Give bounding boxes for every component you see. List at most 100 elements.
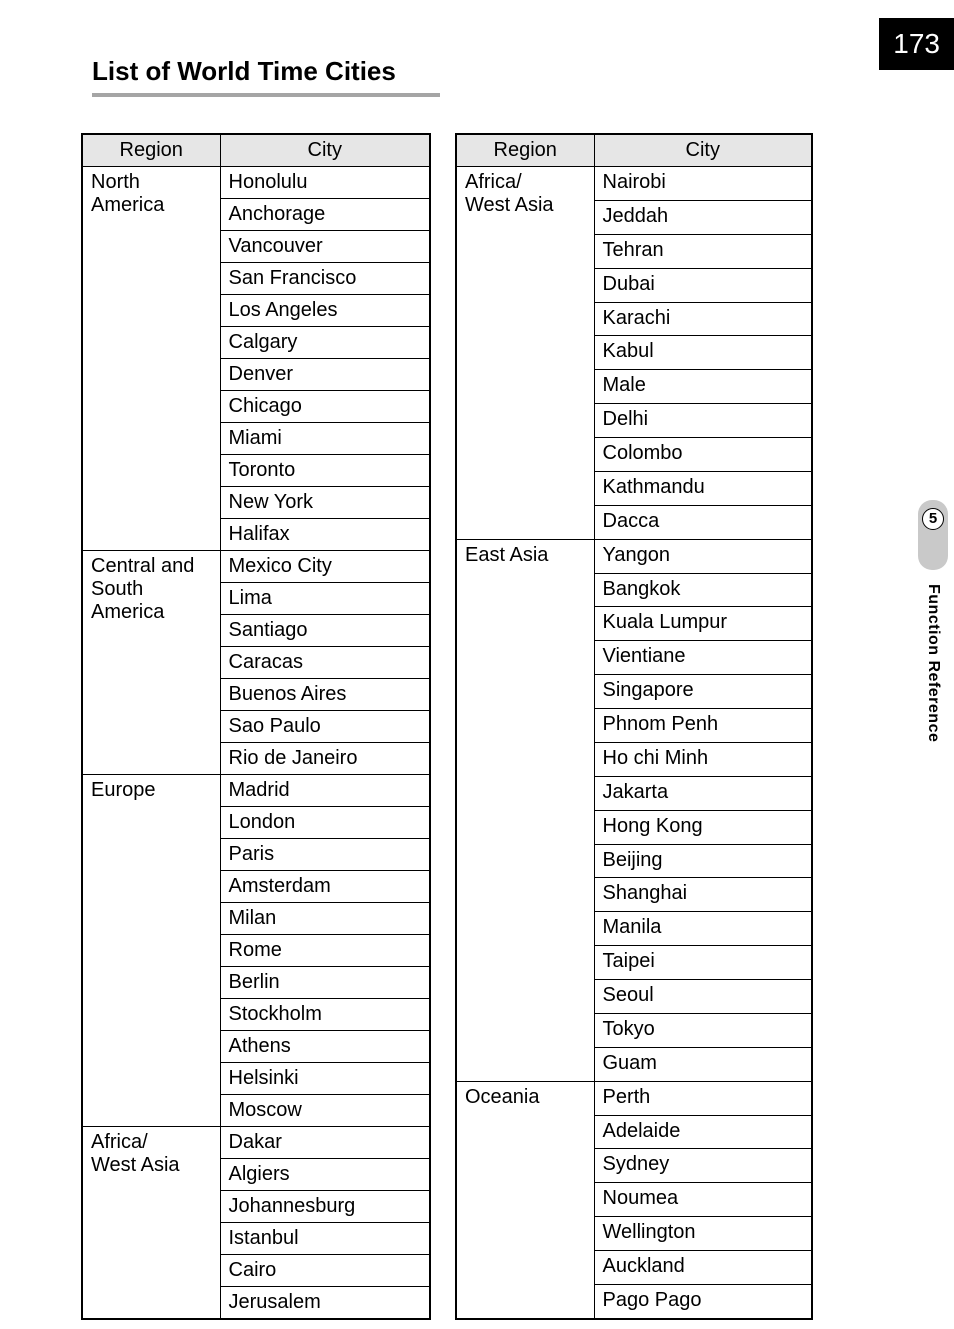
city-cell: Bangkok xyxy=(594,573,812,607)
city-cell: Dakar xyxy=(220,1127,430,1159)
city-cell: Mexico City xyxy=(220,551,430,583)
city-cell: Manila xyxy=(594,912,812,946)
table-row: Africa/West AsiaNairobi xyxy=(456,167,812,201)
city-cell: Nairobi xyxy=(594,167,812,201)
city-cell: Athens xyxy=(220,1031,430,1063)
city-cell: Male xyxy=(594,370,812,404)
city-cell: Kuala Lumpur xyxy=(594,607,812,641)
city-cell: Wellington xyxy=(594,1217,812,1251)
city-cell: Moscow xyxy=(220,1095,430,1127)
city-cell: Cairo xyxy=(220,1255,430,1287)
city-cell: Auckland xyxy=(594,1251,812,1285)
region-cell: Africa/West Asia xyxy=(456,167,594,540)
city-cell: Denver xyxy=(220,359,430,391)
table-header-region: Region xyxy=(82,134,220,167)
city-cell: Algiers xyxy=(220,1159,430,1191)
city-cell: Calgary xyxy=(220,327,430,359)
city-cell: Guam xyxy=(594,1047,812,1081)
city-cell: Buenos Aires xyxy=(220,679,430,711)
city-cell: Milan xyxy=(220,903,430,935)
city-cell: Shanghai xyxy=(594,878,812,912)
city-cell: Johannesburg xyxy=(220,1191,430,1223)
city-cell: Tehran xyxy=(594,234,812,268)
city-cell: Honolulu xyxy=(220,167,430,199)
city-cell: Sydney xyxy=(594,1149,812,1183)
side-tab-background: 5 xyxy=(918,500,948,570)
city-cell: Vientiane xyxy=(594,641,812,675)
city-cell: Jeddah xyxy=(594,200,812,234)
city-cell: Kathmandu xyxy=(594,471,812,505)
city-cell: Ho chi Minh xyxy=(594,742,812,776)
city-cell: San Francisco xyxy=(220,263,430,295)
city-cell: Lima xyxy=(220,583,430,615)
city-cell: London xyxy=(220,807,430,839)
city-cell: Kabul xyxy=(594,336,812,370)
city-cell: Miami xyxy=(220,423,430,455)
city-cell: Los Angeles xyxy=(220,295,430,327)
cities-table-left: Region City NorthAmericaHonoluluAnchorag… xyxy=(81,133,431,1320)
table-body-left: NorthAmericaHonoluluAnchorageVancouverSa… xyxy=(82,167,430,1320)
region-cell: Central andSouthAmerica xyxy=(82,551,220,775)
city-cell: Yangon xyxy=(594,539,812,573)
table-row: East AsiaYangon xyxy=(456,539,812,573)
city-cell: Jerusalem xyxy=(220,1287,430,1320)
city-cell: Santiago xyxy=(220,615,430,647)
city-cell: Toronto xyxy=(220,455,430,487)
city-cell: Taipei xyxy=(594,946,812,980)
city-cell: Tokyo xyxy=(594,1013,812,1047)
city-cell: Delhi xyxy=(594,404,812,438)
city-cell: Seoul xyxy=(594,980,812,1014)
region-cell: NorthAmerica xyxy=(82,167,220,551)
city-cell: Rome xyxy=(220,935,430,967)
city-cell: Istanbul xyxy=(220,1223,430,1255)
city-cell: Paris xyxy=(220,839,430,871)
region-cell: Africa/West Asia xyxy=(82,1127,220,1320)
city-cell: Noumea xyxy=(594,1183,812,1217)
table-header-region: Region xyxy=(456,134,594,167)
city-cell: Singapore xyxy=(594,675,812,709)
side-tab: 5 Function Reference xyxy=(910,500,954,742)
table-row: Central andSouthAmericaMexico City xyxy=(82,551,430,583)
tables-container: Region City NorthAmericaHonoluluAnchorag… xyxy=(81,133,954,1320)
table-header-city: City xyxy=(594,134,812,167)
city-cell: Colombo xyxy=(594,438,812,472)
city-cell: Beijing xyxy=(594,844,812,878)
city-cell: Amsterdam xyxy=(220,871,430,903)
city-cell: Sao Paulo xyxy=(220,711,430,743)
city-cell: Adelaide xyxy=(594,1115,812,1149)
region-cell: Europe xyxy=(82,775,220,1127)
city-cell: Caracas xyxy=(220,647,430,679)
city-cell: Berlin xyxy=(220,967,430,999)
city-cell: Vancouver xyxy=(220,231,430,263)
city-cell: New York xyxy=(220,487,430,519)
city-cell: Dubai xyxy=(594,268,812,302)
region-cell: Oceania xyxy=(456,1081,594,1319)
section-title: List of World Time Cities xyxy=(92,56,440,97)
city-cell: Halifax xyxy=(220,519,430,551)
city-cell: Anchorage xyxy=(220,199,430,231)
city-cell: Pago Pago xyxy=(594,1284,812,1319)
table-row: EuropeMadrid xyxy=(82,775,430,807)
cities-table-right: Region City Africa/West AsiaNairobiJedda… xyxy=(455,133,813,1320)
table-row: OceaniaPerth xyxy=(456,1081,812,1115)
table-row: NorthAmericaHonolulu xyxy=(82,167,430,199)
city-cell: Jakarta xyxy=(594,776,812,810)
table-body-right: Africa/West AsiaNairobiJeddahTehranDubai… xyxy=(456,167,812,1320)
city-cell: Karachi xyxy=(594,302,812,336)
region-cell: East Asia xyxy=(456,539,594,1081)
table-row: Africa/West AsiaDakar xyxy=(82,1127,430,1159)
city-cell: Rio de Janeiro xyxy=(220,743,430,775)
city-cell: Madrid xyxy=(220,775,430,807)
side-tab-label: Function Reference xyxy=(924,584,942,742)
city-cell: Perth xyxy=(594,1081,812,1115)
city-cell: Dacca xyxy=(594,505,812,539)
side-tab-number: 5 xyxy=(922,508,944,530)
city-cell: Hong Kong xyxy=(594,810,812,844)
table-header-city: City xyxy=(220,134,430,167)
city-cell: Phnom Penh xyxy=(594,709,812,743)
city-cell: Stockholm xyxy=(220,999,430,1031)
page-number: 173 xyxy=(893,28,940,60)
city-cell: Chicago xyxy=(220,391,430,423)
city-cell: Helsinki xyxy=(220,1063,430,1095)
page-number-badge: 173 xyxy=(879,18,954,70)
